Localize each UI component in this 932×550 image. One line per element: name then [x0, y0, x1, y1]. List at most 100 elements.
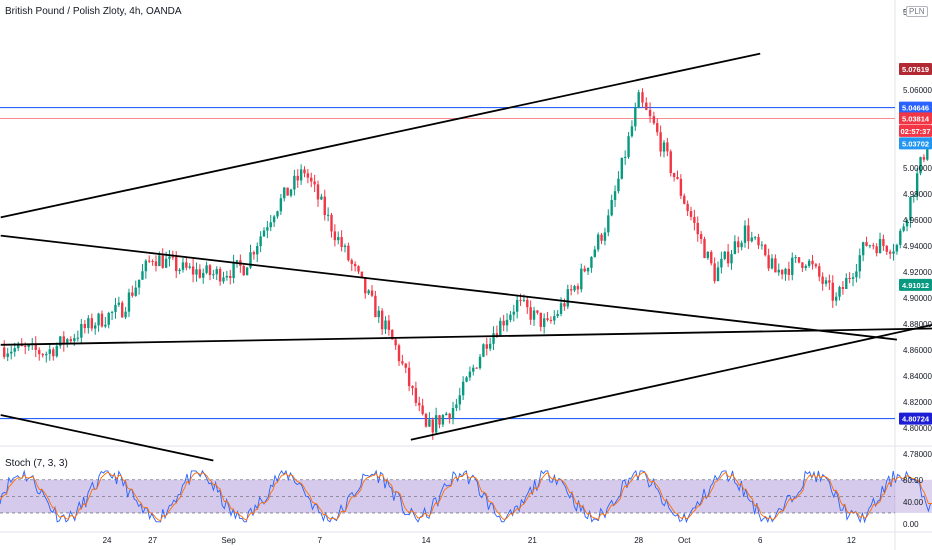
candle: [178, 269, 181, 272]
candle: [576, 286, 580, 290]
candle: [926, 147, 929, 160]
price-axis-label: 4.80000: [903, 424, 932, 433]
candle: [202, 272, 205, 278]
candle: [279, 198, 283, 212]
candle: [912, 195, 915, 197]
price-tag: [899, 278, 932, 291]
candle: [519, 299, 522, 301]
candle: [154, 261, 158, 266]
price-axis-label: 4.88000: [903, 320, 932, 329]
candle: [603, 232, 607, 241]
price-axis-label: 4.94000: [903, 242, 932, 251]
candle: [478, 356, 482, 369]
candle: [888, 251, 892, 254]
candle: [502, 320, 505, 326]
stoch-axis-label: 40.00: [903, 498, 924, 507]
candle: [387, 320, 391, 330]
candle: [131, 292, 134, 296]
candle: [872, 245, 875, 247]
candle: [134, 287, 137, 296]
candle: [350, 260, 353, 264]
candle: [878, 239, 882, 254]
candle: [458, 395, 461, 405]
candle: [370, 290, 374, 296]
candle: [573, 286, 576, 291]
candle: [188, 266, 191, 268]
candle: [127, 292, 131, 312]
candle: [546, 318, 549, 320]
time-axis-label: 7: [317, 536, 322, 545]
candle: [41, 354, 44, 356]
candle: [144, 260, 148, 272]
candle: [733, 241, 737, 255]
candle: [627, 136, 630, 158]
candle: [367, 290, 370, 294]
candle: [69, 339, 73, 342]
candle: [218, 269, 222, 282]
candle: [747, 225, 750, 242]
candle: [488, 343, 492, 349]
candle: [669, 151, 672, 174]
candle: [713, 263, 716, 282]
candle: [539, 312, 542, 327]
candle: [720, 258, 723, 268]
candle: [205, 265, 208, 273]
candle: [293, 175, 296, 190]
candle: [770, 258, 774, 269]
candle: [730, 254, 733, 264]
price-tag: [899, 101, 932, 114]
horizontal-levels[interactable]: [0, 107, 895, 420]
candle: [421, 405, 424, 414]
candle: [566, 289, 569, 307]
price-axis-label: 4.96000: [903, 216, 932, 225]
candle: [495, 333, 499, 337]
candle: [461, 381, 465, 396]
candle: [723, 251, 726, 259]
candle: [364, 277, 367, 294]
time-axis-label: 28: [634, 536, 643, 545]
candle: [580, 268, 583, 290]
candle: [549, 319, 553, 321]
candle: [76, 337, 80, 339]
candle: [791, 257, 794, 275]
price-tag: [899, 62, 932, 75]
candle: [434, 415, 438, 433]
currency-badge[interactable]: PLN: [906, 6, 928, 17]
candle: [347, 245, 350, 261]
candle: [672, 173, 676, 178]
candle: [686, 203, 689, 212]
price-tag: [899, 137, 932, 150]
candle: [553, 316, 556, 321]
candle: [831, 282, 834, 301]
candle: [235, 260, 239, 262]
candle: [83, 323, 87, 329]
price-axis-label: 4.84000: [903, 372, 932, 381]
candle: [397, 345, 401, 362]
candle: [620, 157, 624, 179]
candle: [259, 236, 262, 247]
candle: [384, 320, 387, 330]
candle: [536, 310, 539, 313]
price-tag-label: 5.07619: [902, 65, 929, 74]
candle: [563, 303, 566, 307]
candle: [526, 299, 529, 308]
candle: [306, 173, 310, 178]
candle: [262, 230, 266, 237]
candle: [777, 269, 780, 273]
candle: [737, 241, 740, 248]
candle: [117, 302, 121, 305]
candle: [794, 257, 797, 259]
candle: [242, 265, 245, 276]
candle: [171, 256, 175, 258]
candle: [882, 239, 885, 246]
price-tag-label: 02:57:37: [900, 127, 930, 136]
trendline: [0, 327, 932, 346]
candle: [522, 299, 526, 301]
stoch-axis-label: 80.00: [903, 476, 924, 485]
candle: [838, 287, 841, 297]
trendline: [410, 323, 932, 441]
candle: [114, 304, 117, 312]
candle: [441, 415, 445, 425]
trendlines[interactable]: [0, 52, 932, 462]
